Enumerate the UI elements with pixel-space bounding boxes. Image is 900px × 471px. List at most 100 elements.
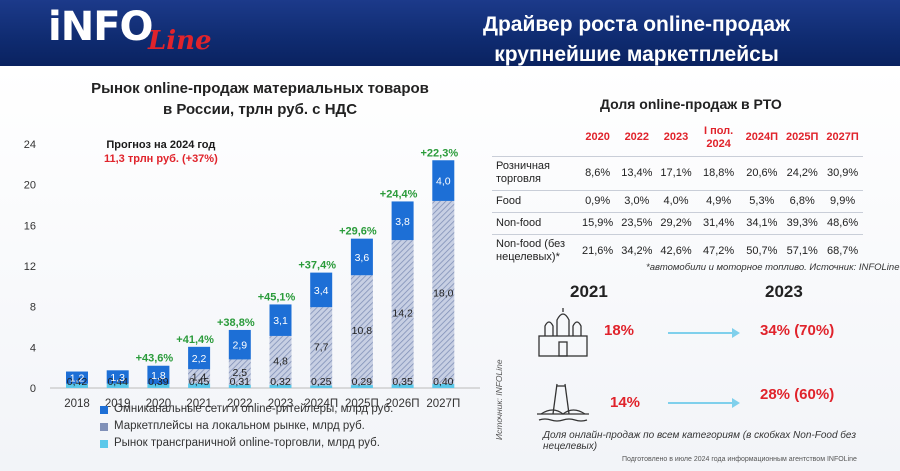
- data-label-omni: 4,0: [436, 176, 451, 188]
- data-label-crossborder: 0,25: [311, 376, 332, 388]
- data-label-marketplace: 14,2: [392, 307, 413, 319]
- bar-marketplace: [350, 275, 373, 386]
- y-tick-label: 4: [30, 342, 36, 354]
- bar-crossborder: [188, 383, 211, 388]
- slide-title: Драйвер роста online-продаж крупнейшие м…: [483, 10, 790, 70]
- rto-cell: 30,9%: [822, 155, 863, 190]
- rto-cell: 5,3%: [741, 189, 782, 212]
- y-tick-label: 20: [24, 180, 36, 192]
- stacked-bar-chart: 0 4 8 12 16 20 24 0,421,2 2018 0,441,3 2019 0,391,8…: [24, 140, 480, 410]
- bar-omni: [391, 201, 414, 241]
- rto-cell: 24,2%: [782, 155, 823, 190]
- bar-crossborder: [228, 384, 251, 388]
- x-tick-label: 2020: [146, 398, 172, 410]
- moscow-arrow: [668, 328, 740, 338]
- growth-label: +24,4%: [380, 188, 418, 200]
- legend-label-crossborder: Рынок трансграничной online-торговли, мл…: [114, 437, 380, 449]
- growth-label: +43,6%: [136, 353, 174, 365]
- legend-label-marketplace: Маркетплейсы на локальном рынке, млрд ру…: [114, 420, 365, 432]
- chart-title-line1: Рынок online-продаж материальных товаров: [91, 80, 429, 97]
- data-label-crossborder: 0,40: [433, 376, 454, 388]
- rto-cell: 9,9%: [822, 189, 863, 212]
- rto-cell: 34,1%: [741, 211, 782, 234]
- bar-marketplace: [310, 307, 333, 386]
- rto-table-title: Доля online-продаж в РТО: [600, 96, 782, 112]
- x-tick-label: 2018: [64, 398, 90, 410]
- x-tick-label: 2026П: [386, 398, 420, 410]
- spb-arrow: [668, 398, 740, 408]
- bar-omni: [350, 238, 373, 276]
- bar-omni: [269, 304, 292, 336]
- header-bar: iNFO Line Драйвер роста online-продаж кр…: [0, 0, 900, 66]
- rto-header: I пол. 2024: [703, 124, 734, 150]
- rto-row-retail: Розничная торговля 8,6% 13,4% 17,1% 18,8…: [492, 155, 863, 190]
- x-tick-label: 2023: [268, 398, 294, 410]
- data-label-omni: 1,2: [70, 373, 85, 385]
- rto-header: 2025П: [786, 131, 819, 144]
- bar-omni: [228, 329, 251, 360]
- rto-row-label: Food: [492, 189, 578, 212]
- rto-header: 2020: [585, 131, 610, 144]
- chart-title-line2: в России, трлн руб. с НДС: [162, 101, 358, 118]
- moscow-share-2023: 34% (70%): [760, 322, 835, 339]
- data-label-omni: 1,8: [151, 370, 166, 382]
- x-tick-label: 2025П: [345, 398, 379, 410]
- data-label-omni: 2,2: [192, 353, 207, 365]
- rto-cell: 4,9%: [695, 189, 742, 212]
- rto-header: 2022: [624, 131, 650, 144]
- data-label-omni: 3,4: [314, 285, 329, 297]
- bar-marketplace: [188, 369, 211, 384]
- rto-row-food: Food 0,9% 3,0% 4,0% 4,9% 5,3% 6,8% 9,9%: [492, 189, 863, 212]
- rto-cell: 8,6%: [578, 155, 618, 190]
- data-label-marketplace: 4,8: [273, 355, 288, 367]
- comparison-caption: Доля онлайн-продаж по всем категориям (в…: [543, 430, 857, 452]
- rto-cell: 6,8%: [782, 189, 823, 212]
- data-label-marketplace: 7,7: [314, 341, 329, 353]
- rto-cell: 17,1%: [656, 155, 696, 190]
- rto-cell: 31,4%: [695, 211, 742, 234]
- chart-title: Рынок online-продаж материальных товаров…: [50, 78, 470, 120]
- legend-swatch-marketplace: [100, 422, 108, 431]
- x-tick-label: 2022: [227, 398, 253, 410]
- data-label-marketplace: 10,8: [352, 325, 373, 337]
- forecast-line2: 11,3 трлн руб. (+37%): [104, 153, 218, 165]
- rto-cell: 23,5%: [617, 211, 657, 234]
- rto-cell: 50,7%: [741, 233, 782, 268]
- bar-omni: [188, 346, 211, 370]
- y-tick-label: 0: [30, 383, 36, 395]
- y-tick-label: 24: [24, 140, 36, 151]
- rto-cell: 47,2%: [695, 233, 742, 268]
- bar-crossborder: [310, 385, 333, 388]
- bar-crossborder: [66, 383, 88, 388]
- bar-crossborder: [432, 383, 455, 388]
- bar-marketplace: [391, 240, 414, 385]
- data-label-crossborder: 0,39: [148, 376, 169, 388]
- x-tick-label: 2019: [105, 398, 131, 410]
- rto-row-nonfood: Non-food 15,9% 23,5% 29,2% 31,4% 34,1% 3…: [492, 211, 863, 234]
- slide-title-line1: Драйвер роста online-продаж: [483, 13, 790, 36]
- bar-marketplace: [269, 335, 292, 385]
- chart-legend: Омниканальные сети и online-ритейлеры, м…: [100, 401, 393, 452]
- spb-share-2023: 28% (60%): [760, 386, 835, 403]
- growth-label: +29,6%: [339, 226, 377, 238]
- rto-footnote: *автомобили и моторное топливо. Источник…: [646, 262, 900, 273]
- rto-cell: 57,1%: [782, 233, 823, 268]
- infoline-logo: iNFO: [48, 4, 154, 50]
- spb-bridge-icon: [537, 383, 589, 422]
- bar-crossborder: [391, 384, 414, 388]
- growth-label: +37,4%: [298, 260, 336, 272]
- year-a-label: 2021: [570, 282, 608, 301]
- rto-header-empty: [492, 120, 578, 156]
- data-label-crossborder: 0,29: [352, 376, 373, 388]
- rto-cell: 48,6%: [822, 211, 863, 234]
- data-label-crossborder: 0,44: [107, 376, 128, 388]
- growth-label: +45,1%: [258, 291, 296, 303]
- y-tick-label: 8: [30, 302, 36, 314]
- year-b-label: 2023: [765, 282, 803, 301]
- footer-note: Подготовлено в июле 2024 года информацио…: [622, 456, 857, 463]
- spb-share-2021: 14%: [610, 394, 641, 411]
- legend-item-marketplace: Маркетплейсы на локальном рынке, млрд ру…: [100, 418, 393, 435]
- rto-cell: 15,9%: [578, 211, 618, 234]
- infoline-logo-script: Line: [148, 26, 212, 56]
- bar-marketplace: [228, 359, 251, 385]
